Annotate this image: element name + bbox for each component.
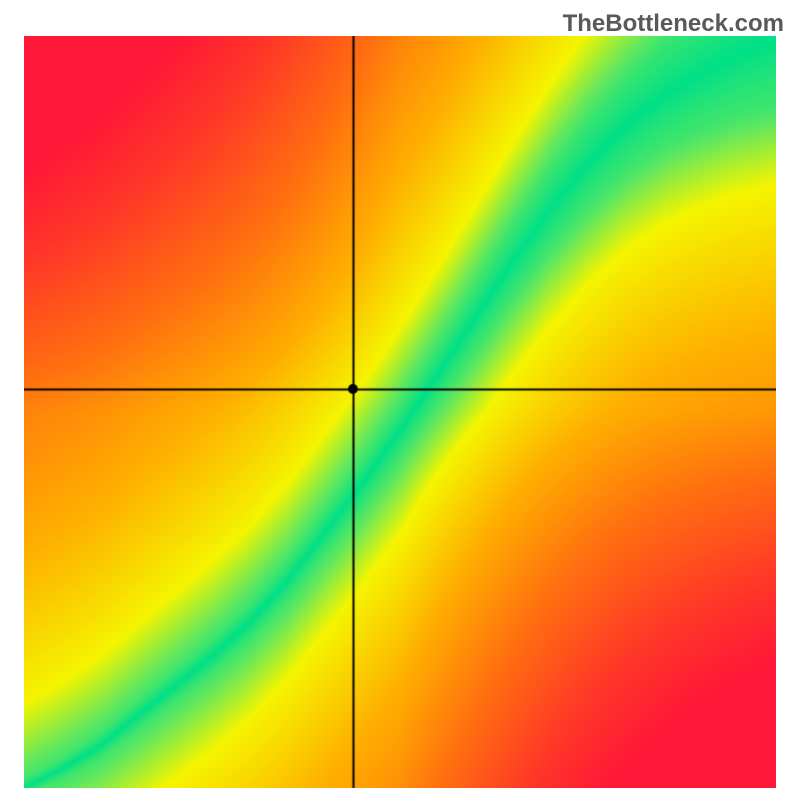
bottleneck-chart-container: { "watermark": { "text": "TheBottleneck.… [0, 0, 800, 800]
watermark-text: TheBottleneck.com [563, 10, 784, 38]
crosshair-overlay-canvas [24, 36, 776, 788]
